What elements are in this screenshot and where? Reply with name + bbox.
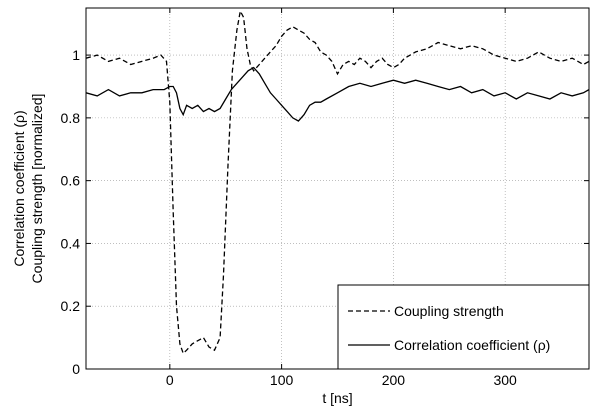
legend: Coupling strength Correlation coefficien…	[337, 284, 590, 370]
legend-box	[337, 284, 590, 370]
y-tick-label: 0.6	[61, 173, 81, 189]
y-tick-label: 0.4	[61, 235, 81, 251]
legend-label-correlation-coefficient: Correlation coefficient (ρ)	[394, 337, 550, 353]
legend-label-coupling-strength: Coupling strength	[394, 303, 504, 319]
y-axis-label-line-2: Coupling strength [normalized]	[29, 94, 45, 284]
series-line-correlation-coefficient	[86, 66, 589, 122]
x-tick-label: 200	[382, 372, 406, 388]
y-tick-label: 0.2	[61, 298, 81, 314]
x-tick-label: 0	[166, 372, 174, 388]
x-axis-label: t [ns]	[322, 390, 352, 406]
x-tick-label: 300	[493, 372, 517, 388]
y-tick-label: 1	[72, 47, 80, 63]
x-tick-label: 100	[270, 372, 294, 388]
y-tick-label: 0.8	[61, 110, 81, 126]
tick-labels: 0 100 200 300 0 0.2 0.4 0.6 0.8 1	[61, 47, 518, 388]
y-axis-label-line-1: Correlation coefficient (ρ)	[11, 110, 27, 266]
series-layer	[86, 9, 589, 355]
y-tick-label: 0	[72, 361, 80, 377]
